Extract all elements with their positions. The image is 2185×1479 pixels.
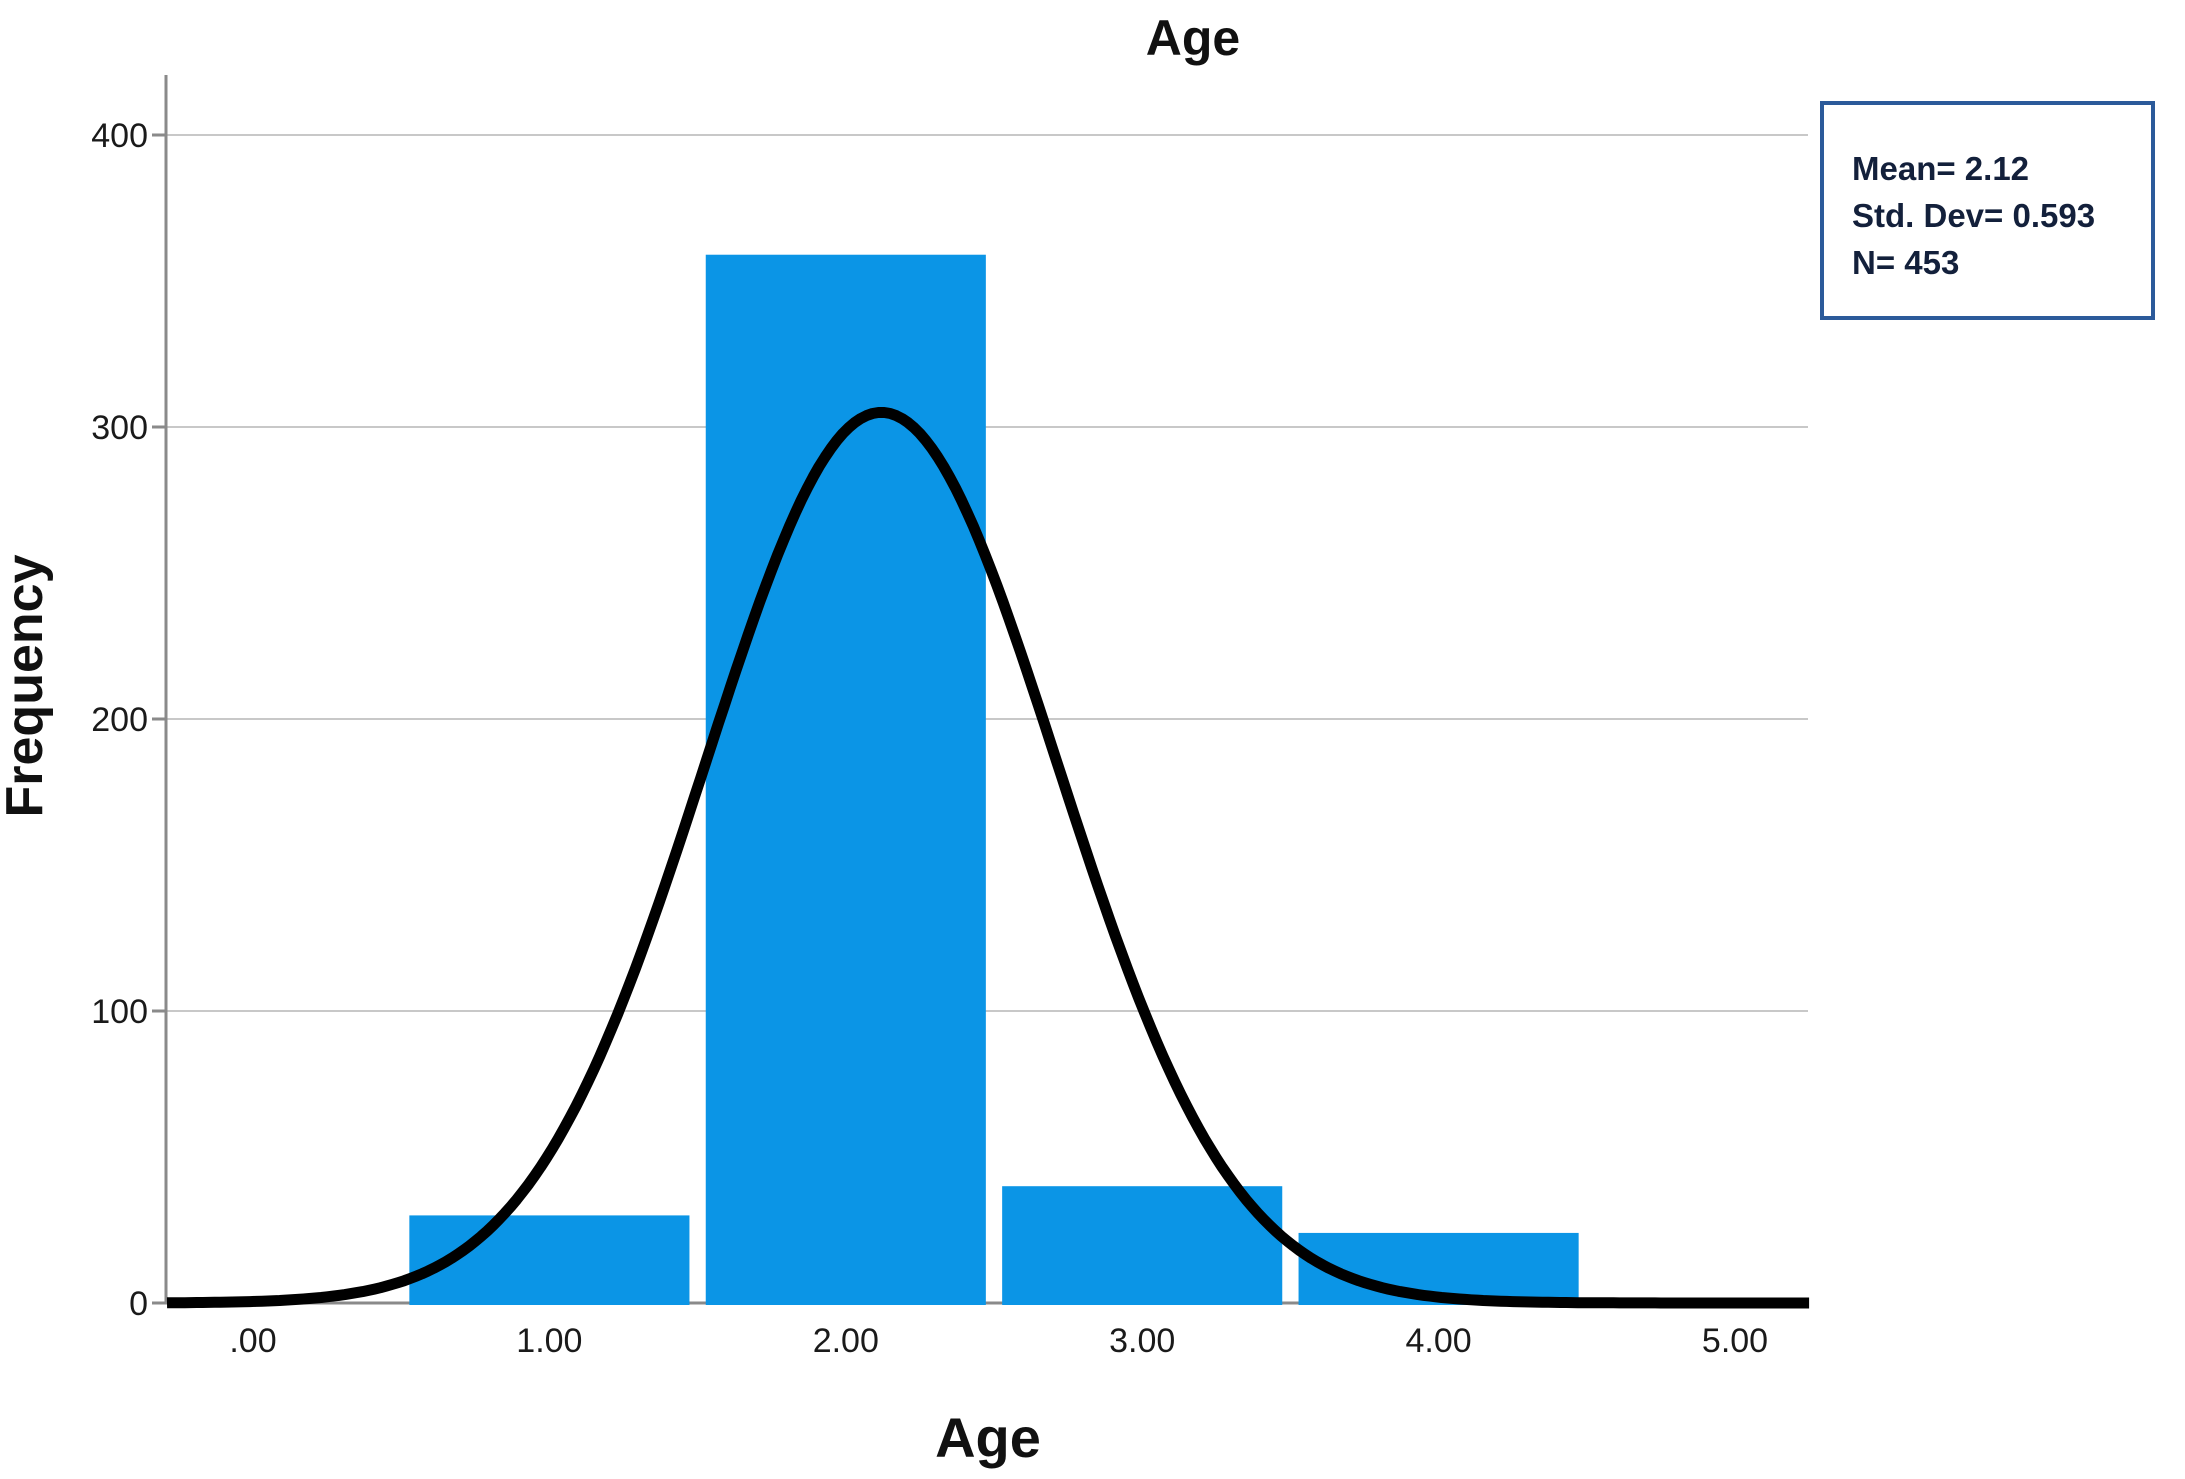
x-ticks-group: .00 1.00 2.00 3.00 4.00 5.00 <box>229 1322 1768 1360</box>
y-tick-label: 0 <box>129 1285 148 1323</box>
y-tick-label: 100 <box>91 993 148 1031</box>
gridlines-group <box>166 134 1808 1012</box>
y-ticks-group: 0 100 200 300 400 <box>91 117 166 1323</box>
normal-curve <box>166 407 1810 1309</box>
y-axis-title: Frequency <box>0 554 54 817</box>
x-tick-label: .00 <box>229 1322 276 1360</box>
histogram-bar <box>1002 1186 1283 1305</box>
stats-line-mean: Mean= 2.12 <box>1852 150 2029 187</box>
y-tick-label: 200 <box>91 701 148 739</box>
x-axis-title: Age <box>935 1406 1041 1469</box>
stats-line-stddev: Std. Dev= 0.593 <box>1852 197 2095 234</box>
stats-box-border <box>1820 101 2155 320</box>
stats-line-n: N= 453 <box>1852 244 1959 281</box>
x-tick-label: 2.00 <box>813 1322 879 1360</box>
histogram-bars-group <box>409 254 1579 1306</box>
x-tick-label: 3.00 <box>1109 1322 1175 1360</box>
y-tick-label: 400 <box>91 117 148 155</box>
histogram-bar <box>705 254 986 1306</box>
x-tick-label: 1.00 <box>516 1322 582 1360</box>
y-tick-label: 300 <box>91 409 148 447</box>
stats-box: Mean= 2.12 Std. Dev= 0.593 N= 453 <box>1820 101 2155 320</box>
axes-group <box>164 75 1808 1305</box>
x-tick-label: 5.00 <box>1702 1322 1768 1360</box>
x-tick-label: 4.00 <box>1406 1322 1472 1360</box>
chart-title: Age <box>1146 10 1240 66</box>
